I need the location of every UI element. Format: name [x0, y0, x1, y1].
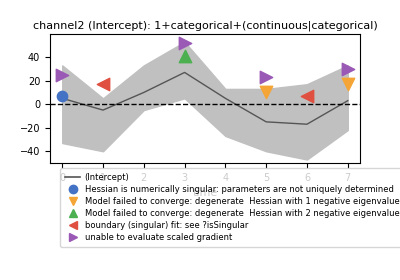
Point	[59, 94, 66, 98]
Point	[182, 41, 188, 45]
X-axis label: time: time	[192, 188, 218, 198]
Point	[182, 54, 188, 58]
Point	[100, 82, 106, 87]
Legend: (Intercept), Hessian is numerically singular: parameters are not uniquely determ: (Intercept), Hessian is numerically sing…	[60, 169, 400, 247]
Point	[344, 67, 351, 71]
Point	[304, 94, 310, 98]
Point	[263, 90, 269, 95]
Point	[344, 82, 351, 87]
Title: channel2 (Intercept): 1+categorical+(continuous|categorical): channel2 (Intercept): 1+categorical+(con…	[33, 20, 377, 31]
Point	[263, 75, 269, 79]
Point	[59, 73, 66, 77]
